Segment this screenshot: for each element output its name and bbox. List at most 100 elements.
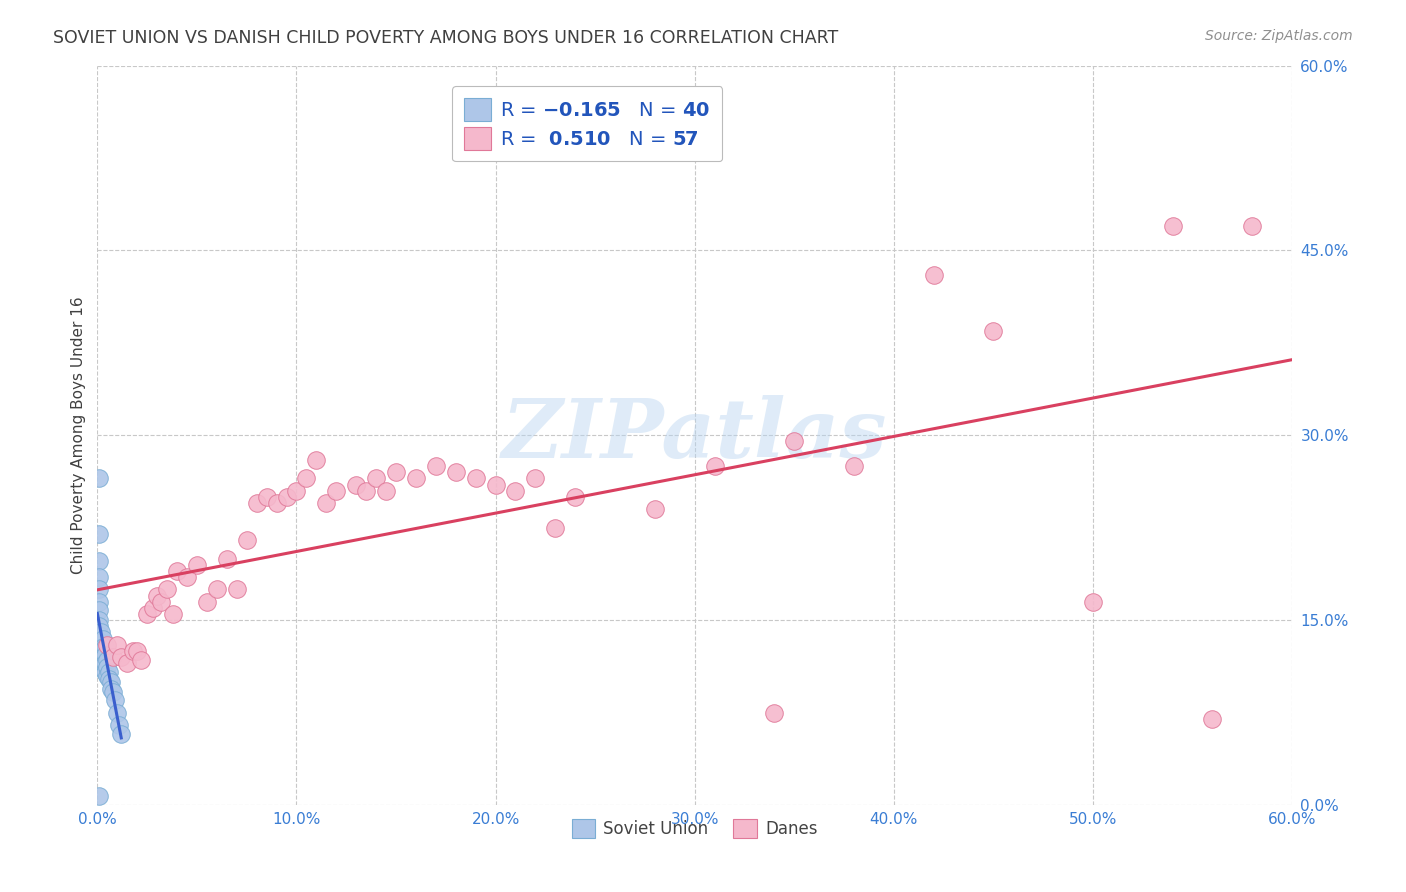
Point	[96, 652, 118, 666]
Point	[98, 665, 121, 679]
Point	[94, 665, 117, 679]
Point	[90, 635, 112, 649]
Point	[385, 465, 408, 479]
Point	[142, 600, 165, 615]
Point	[96, 660, 118, 674]
Point	[110, 726, 132, 740]
Text: SOVIET UNION VS DANISH CHILD POVERTY AMONG BOYS UNDER 16 CORRELATION CHART: SOVIET UNION VS DANISH CHILD POVERTY AMO…	[53, 29, 838, 46]
Point	[783, 434, 806, 449]
Point	[122, 644, 145, 658]
Point	[564, 490, 586, 504]
Point	[922, 268, 945, 282]
Text: ZIPatlas: ZIPatlas	[502, 395, 887, 475]
Point	[524, 471, 547, 485]
Point	[146, 589, 169, 603]
Point	[91, 632, 114, 646]
Point	[162, 607, 184, 621]
Point	[464, 471, 486, 485]
Point	[104, 693, 127, 707]
Point	[842, 459, 865, 474]
Point	[295, 471, 318, 485]
Y-axis label: Child Poverty Among Boys Under 16: Child Poverty Among Boys Under 16	[72, 296, 86, 574]
Point	[89, 570, 111, 584]
Point	[166, 564, 188, 578]
Point	[344, 477, 367, 491]
Point	[763, 706, 786, 720]
Point	[484, 477, 506, 491]
Point	[1201, 712, 1223, 726]
Point	[1241, 219, 1264, 233]
Point	[129, 652, 152, 666]
Point	[375, 483, 398, 498]
Text: Source: ZipAtlas.com: Source: ZipAtlas.com	[1205, 29, 1353, 43]
Point	[276, 490, 298, 504]
Point	[94, 640, 117, 655]
Point	[89, 660, 111, 674]
Point	[89, 554, 111, 568]
Point	[98, 673, 121, 687]
Point	[325, 483, 347, 498]
Point	[115, 657, 138, 671]
Point	[89, 603, 111, 617]
Point	[205, 582, 228, 597]
Point	[89, 638, 111, 652]
Point	[315, 496, 337, 510]
Point	[405, 471, 427, 485]
Point	[444, 465, 467, 479]
Point	[96, 638, 118, 652]
Point	[544, 521, 567, 535]
Point	[176, 570, 198, 584]
Point	[103, 684, 125, 698]
Point	[89, 652, 111, 666]
Point	[89, 619, 111, 633]
Point	[108, 718, 131, 732]
Point	[235, 533, 257, 547]
Point	[285, 483, 308, 498]
Point	[89, 595, 111, 609]
Point	[136, 607, 159, 621]
Point	[91, 657, 114, 671]
Legend: Soviet Union, Danes: Soviet Union, Danes	[565, 812, 824, 845]
Point	[364, 471, 387, 485]
Point	[305, 453, 328, 467]
Point	[256, 490, 278, 504]
Point	[89, 628, 111, 642]
Point	[644, 502, 666, 516]
Point	[100, 682, 122, 697]
Point	[90, 660, 112, 674]
Point	[89, 527, 111, 541]
Point	[425, 459, 447, 474]
Point	[215, 551, 238, 566]
Point	[94, 648, 117, 662]
Point	[127, 644, 149, 658]
Point	[156, 582, 179, 597]
Point	[505, 483, 527, 498]
Point	[90, 625, 112, 640]
Point	[96, 668, 118, 682]
Point	[266, 496, 288, 510]
Point	[105, 706, 128, 720]
Point	[89, 471, 111, 485]
Point	[90, 652, 112, 666]
Point	[1161, 219, 1184, 233]
Point	[103, 650, 125, 665]
Point	[354, 483, 377, 498]
Point	[90, 644, 112, 658]
Point	[89, 644, 111, 658]
Point	[89, 613, 111, 627]
Point	[91, 648, 114, 662]
Point	[110, 650, 132, 665]
Point	[1081, 595, 1104, 609]
Point	[703, 459, 725, 474]
Point	[246, 496, 269, 510]
Point	[150, 595, 173, 609]
Point	[89, 582, 111, 597]
Point	[225, 582, 247, 597]
Point	[94, 657, 117, 671]
Point	[91, 640, 114, 655]
Point	[981, 324, 1004, 338]
Point	[105, 638, 128, 652]
Point	[100, 674, 122, 689]
Point	[195, 595, 218, 609]
Point	[89, 789, 111, 804]
